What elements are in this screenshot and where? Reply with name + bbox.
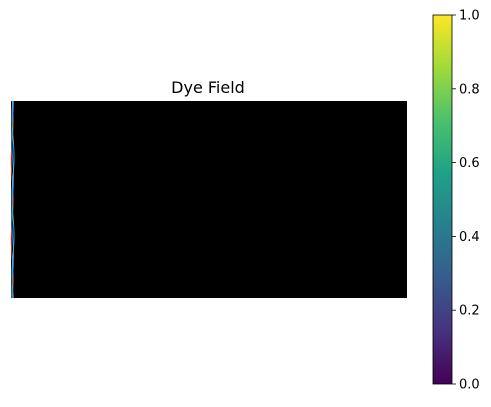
colorbar-tick-label: 0.4 xyxy=(459,230,480,245)
colorbar-ticks: 0.0 0.2 0.4 0.6 0.8 1.0 xyxy=(452,9,480,393)
chart-title: Dye Field xyxy=(171,78,245,97)
dye-field-heatmap: Dye Field xyxy=(10,78,407,299)
colorbar-tick-label: 0.2 xyxy=(459,304,480,319)
colorbar-frame xyxy=(432,14,453,385)
dye-edge-streaks xyxy=(10,100,15,299)
colorbar-tick-label: 0.6 xyxy=(459,156,480,171)
colorbar-tick-label: 0.0 xyxy=(459,378,480,393)
edge-streak xyxy=(11,100,15,299)
colorbar: 0.0 0.2 0.4 0.6 0.8 1.0 xyxy=(432,9,480,393)
colorbar-gradient xyxy=(433,15,452,384)
colorbar-tick-label: 1.0 xyxy=(459,9,480,24)
dye-field-image xyxy=(11,101,407,298)
colorbar-tick-label: 0.8 xyxy=(459,82,480,97)
